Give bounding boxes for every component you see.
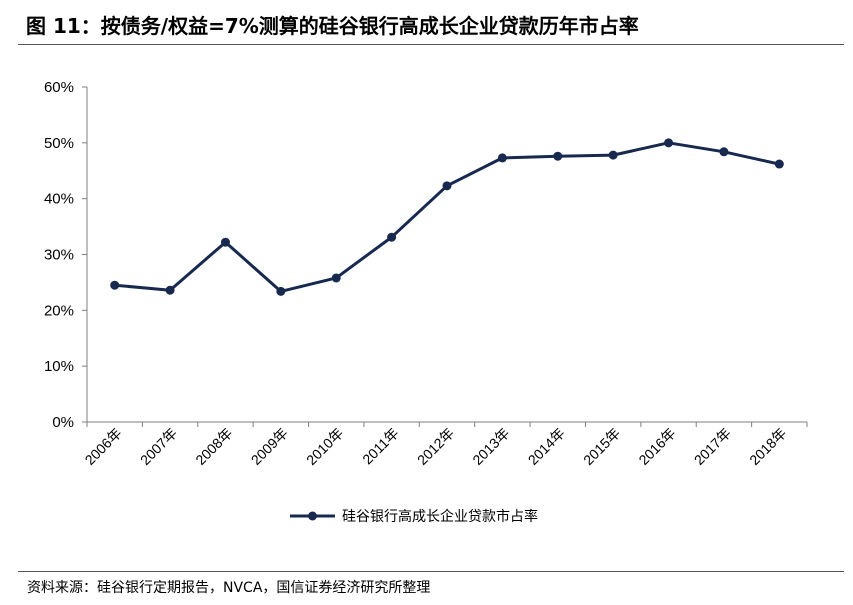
data-point <box>331 273 341 283</box>
x-tick-label: 2010年 <box>303 425 346 468</box>
data-point <box>110 280 120 290</box>
y-tick-label: 10% <box>44 358 74 375</box>
data-point <box>276 286 286 296</box>
data-point <box>442 181 452 191</box>
line-chart: 0% 10% 20% 30% 40% 50% 60% 2006年 2007年 2008年 2009… <box>44 79 808 524</box>
legend-swatch-marker <box>308 511 317 521</box>
y-tick-label: 20% <box>44 302 74 319</box>
data-point <box>719 147 729 157</box>
x-tick-label: 2012年 <box>414 425 457 468</box>
x-tick-label: 2006年 <box>82 425 125 468</box>
data-point <box>608 150 618 160</box>
data-point <box>387 232 397 242</box>
y-axis-ticks: 0% 10% 20% 30% 40% 50% 60% <box>44 79 87 431</box>
x-tick-label: 2016年 <box>635 425 678 468</box>
x-tick-label: 2015年 <box>580 425 623 468</box>
series-line <box>114 141 780 293</box>
x-tick-label: 2009年 <box>248 425 291 468</box>
series-layer <box>110 138 784 296</box>
source-note: 资料来源：硅谷银行定期报告，NVCA，国信证券经济研究所整理 <box>27 580 431 596</box>
data-point <box>497 153 507 163</box>
data-point <box>553 151 563 161</box>
y-tick-label: 40% <box>44 191 74 208</box>
chart-legend: 硅谷银行高成长企业贷款市占率 <box>290 508 538 524</box>
data-point <box>165 285 175 295</box>
y-tick-label: 60% <box>44 79 74 96</box>
x-axis-ticks: 2006年 2007年 2008年 2009年 2010年 2011年 2012年 2013年… <box>82 422 808 468</box>
x-tick-label: 2018年 <box>746 425 789 468</box>
legend-label: 硅谷银行高成长企业贷款市占率 <box>342 508 538 524</box>
data-point <box>664 138 674 148</box>
x-tick-label: 2008年 <box>192 425 235 468</box>
chart-axes <box>86 87 807 423</box>
y-tick-label: 0% <box>52 414 74 431</box>
x-tick-label: 2011年 <box>359 425 402 468</box>
data-point <box>774 159 784 169</box>
title-divider <box>18 44 844 45</box>
figure-title: 图 11：按债务/权益=7%测算的硅谷银行高成长企业贷款历年市占率 <box>26 14 639 38</box>
source-divider <box>18 571 844 572</box>
y-tick-label: 50% <box>44 135 74 152</box>
data-point <box>220 237 230 247</box>
x-tick-label: 2017年 <box>691 425 734 468</box>
y-tick-label: 30% <box>44 247 74 264</box>
x-tick-label: 2014年 <box>525 425 568 468</box>
x-tick-label: 2013年 <box>469 425 512 468</box>
x-tick-label: 2007年 <box>137 425 180 468</box>
